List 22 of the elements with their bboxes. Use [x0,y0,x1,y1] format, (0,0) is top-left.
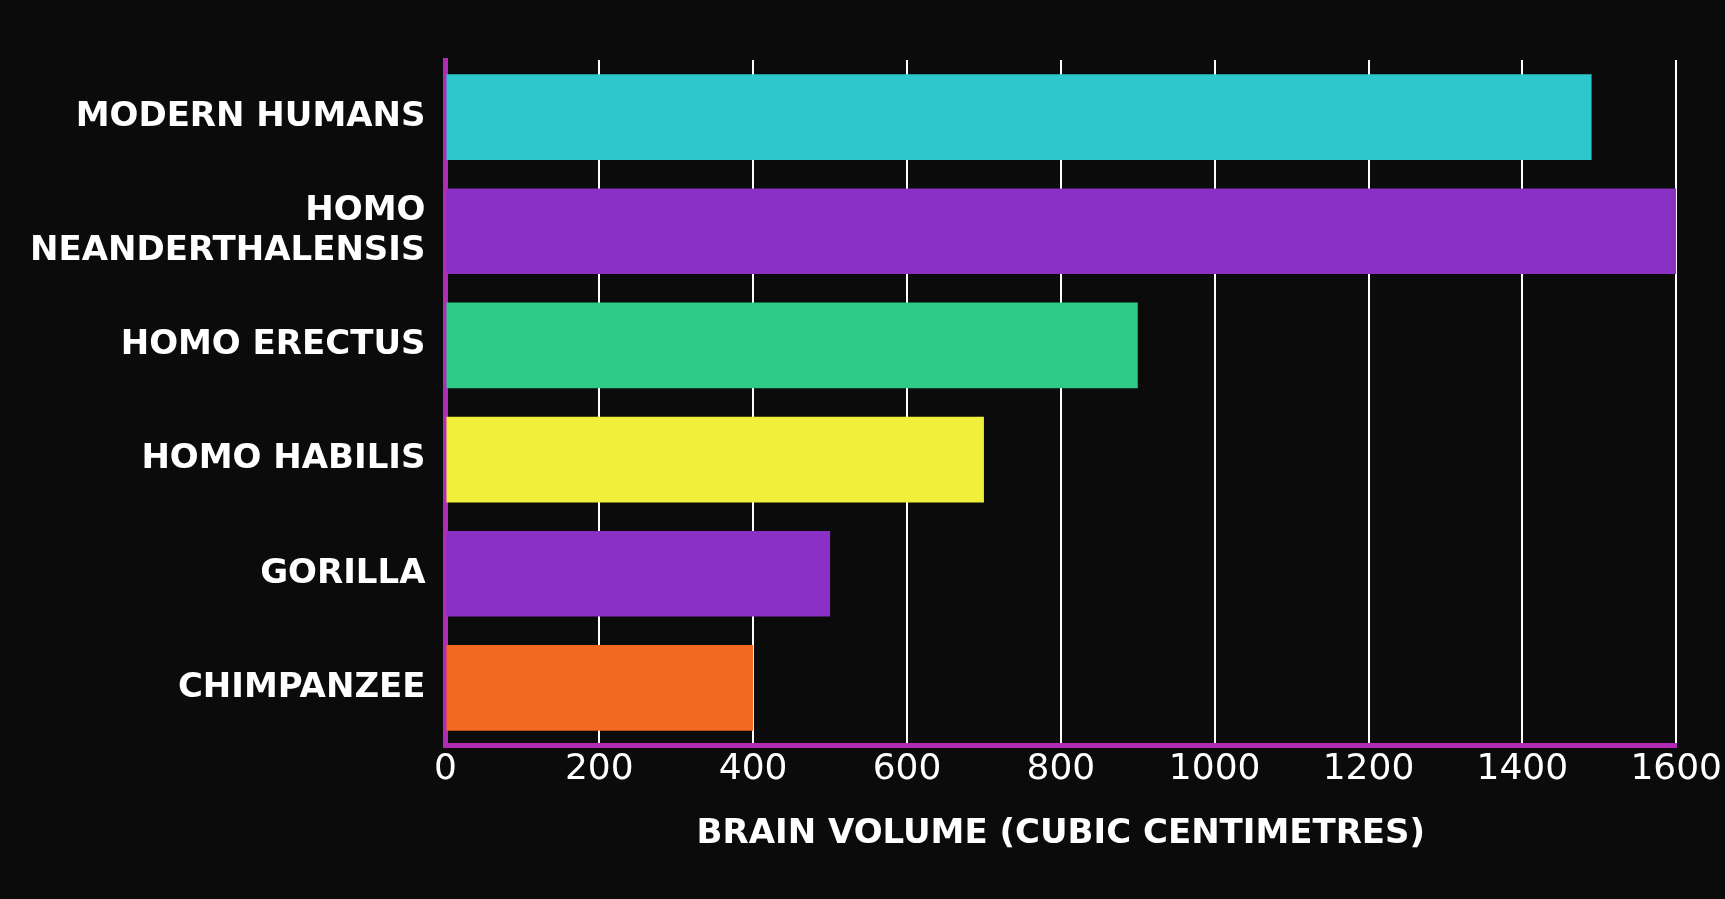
y-tick-label: GORILLA [260,550,427,591]
bar [446,416,984,503]
y-tick-label: HOMO ERECTUS [120,322,426,363]
x-tick-label: 400 [718,745,788,787]
bar [446,74,1592,160]
x-tick-label: 800 [1026,745,1096,787]
y-tick-label: HOMO NEANDERTHALENSIS [30,187,426,269]
x-tick-label: 1200 [1322,745,1415,787]
x-axis-title: BRAIN VOLUME (CUBIC CENTIMETRES) [696,811,1426,852]
y-tick-label: MODERN HUMANS [75,93,426,134]
bar [446,645,754,731]
bar [446,188,1677,275]
x-tick-label: 600 [872,745,942,787]
y-tick-label: HOMO HABILIS [141,436,426,477]
bar [446,302,1138,389]
y-tick-label: CHIMPANZEE [177,664,426,705]
bar [446,530,831,617]
x-tick-label: 0 [434,745,457,787]
x-tick-label: 1000 [1168,745,1261,787]
x-tick-label: 1600 [1630,745,1722,787]
x-tick-label: 1400 [1476,745,1569,787]
x-tick-label: 200 [564,745,634,787]
